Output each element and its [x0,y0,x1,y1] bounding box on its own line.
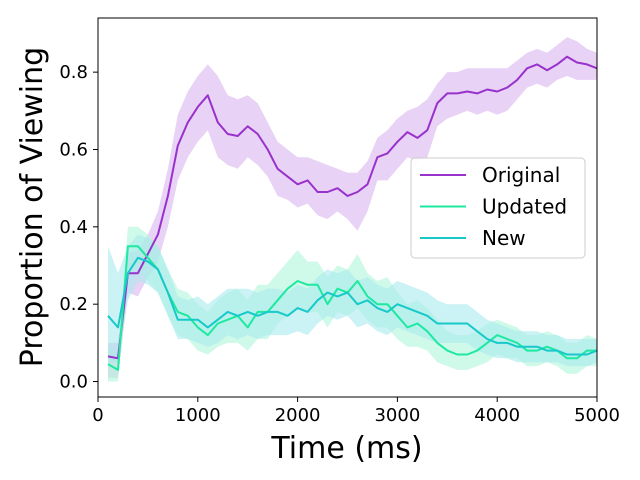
series-line-original [107,55,598,360]
y-axis-label: Proportion of Viewing [15,47,50,367]
y-tick-label: 0.0 [59,372,88,393]
y-axis-ticks: 0.0 0.2 0.4 0.6 0.8 [59,62,98,393]
series-line-new [107,256,598,356]
band-original [108,37,597,378]
x-tick-label: 2000 [275,405,321,426]
x-axis-label: Time (ms) [270,431,422,466]
band-new [108,234,597,367]
y-tick-label: 0.6 [59,139,88,160]
x-axis-ticks: 0 1000 2000 3000 4000 5000 [92,397,620,426]
confidence-bands [108,37,597,382]
x-tick-label: 5000 [574,405,620,426]
legend-box [410,157,586,259]
legend-label-original: Original [482,163,560,187]
legend-label-updated: Updated [482,195,567,219]
y-tick-label: 0.4 [59,217,88,238]
x-tick-label: 4000 [474,405,520,426]
legend: Original Updated New [410,157,586,259]
series-line-updated [107,245,597,371]
y-tick-label: 0.8 [59,62,88,83]
x-tick-label: 0 [92,405,103,426]
series-lines [107,55,598,371]
x-tick-label: 1000 [175,405,221,426]
legend-label-new: New [482,226,526,250]
y-tick-label: 0.2 [59,294,88,315]
x-tick-label: 3000 [374,405,420,426]
plot-area-frame [97,17,598,398]
